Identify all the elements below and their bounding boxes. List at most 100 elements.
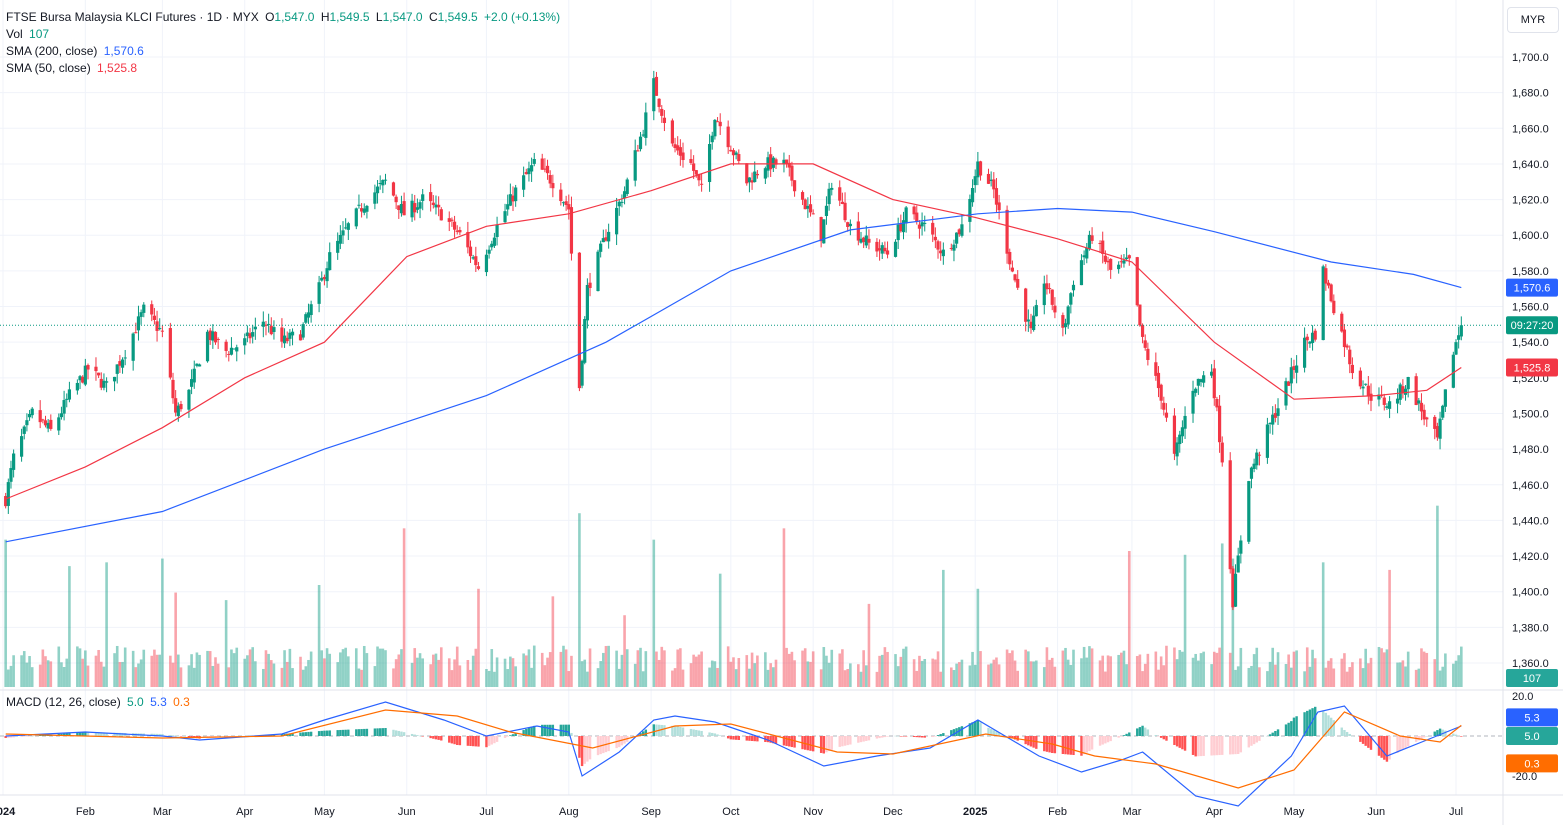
volume-bar <box>20 655 23 687</box>
macd-histogram-bar <box>753 736 756 742</box>
macd-tick-label: 20.0 <box>1512 691 1533 703</box>
macd-histogram-bar <box>4 736 7 738</box>
macd-histogram-bar <box>317 731 321 736</box>
candle-body <box>134 332 138 334</box>
candle-body <box>625 179 629 195</box>
candle-body <box>285 337 289 342</box>
candle-body <box>139 312 143 317</box>
price-tick-label: 1,680.0 <box>1512 88 1549 100</box>
volume-bar <box>1234 669 1237 687</box>
time-tick-label: Jun <box>1367 806 1385 818</box>
macd-histogram-bar <box>692 729 695 736</box>
volume-bar <box>1313 658 1317 687</box>
candle-body <box>530 165 534 172</box>
candle-body <box>1273 413 1277 418</box>
volume-bar <box>748 668 751 687</box>
macd-histogram-bar <box>923 736 926 738</box>
volume-bar <box>105 562 108 687</box>
volume-bar <box>49 661 53 687</box>
volume-bar <box>1236 666 1240 687</box>
macd-legend[interactable]: MACD (12, 26, close) 5.0 5.3 0.3 <box>6 695 193 709</box>
volume-bar <box>357 668 361 687</box>
volume-legend[interactable]: Vol 107 <box>6 27 52 41</box>
volume-bar <box>657 659 661 687</box>
macd-histogram-bar <box>570 732 573 736</box>
volume-bar <box>604 645 608 687</box>
volume-bar <box>875 671 879 687</box>
candle-body <box>1156 372 1161 389</box>
candle-body <box>824 205 829 217</box>
candle-body <box>960 224 964 236</box>
volume-bar <box>1202 651 1205 687</box>
volume-bar <box>477 588 480 687</box>
candle-body <box>636 150 640 152</box>
macd-histogram-bar <box>1136 728 1139 736</box>
candle-body <box>1210 371 1214 376</box>
macd-histogram-bar <box>857 736 860 743</box>
candle-body <box>569 207 574 254</box>
macd-histogram-bar <box>1199 736 1203 757</box>
macd-histogram-bar <box>1457 735 1460 737</box>
volume-bar <box>1436 505 1439 687</box>
volume-bar <box>936 651 940 687</box>
macd-histogram-bar <box>344 729 347 736</box>
candle-body <box>514 187 518 202</box>
volume-bar <box>1104 671 1107 687</box>
macd-histogram-bar <box>830 736 833 750</box>
macd-histogram-bar <box>689 728 693 736</box>
volume-bar <box>301 669 305 687</box>
high-label: H <box>320 10 330 24</box>
macd-histogram-bar <box>1197 736 1200 757</box>
candle-body <box>952 244 956 251</box>
candle-body <box>1398 384 1402 400</box>
volume-bar <box>493 671 496 687</box>
macd-histogram-bar <box>732 736 735 740</box>
candle-body <box>830 187 834 190</box>
macd-histogram-bar <box>1425 736 1428 737</box>
macd-histogram-bar <box>1406 736 1410 747</box>
volume-bar <box>317 585 321 687</box>
volume-bar <box>652 539 656 687</box>
macd-histogram-bar <box>788 736 791 747</box>
volume-bar <box>453 659 456 687</box>
candle-body <box>75 382 79 391</box>
macd-histogram-bar <box>323 730 326 736</box>
volume-bar <box>801 650 804 687</box>
macd-histogram-bar <box>1383 736 1386 760</box>
candle-body <box>104 381 109 383</box>
volume-bar <box>708 667 711 687</box>
volume-bar <box>514 666 517 687</box>
sma200-legend[interactable]: SMA (200, close) 1,570.6 <box>6 44 147 58</box>
volume-bar <box>161 558 164 687</box>
macd-histogram-bar <box>1213 736 1216 756</box>
candle-body <box>678 147 682 156</box>
macd-histogram-bar <box>1101 736 1104 745</box>
currency-selector[interactable]: MYR <box>1507 7 1559 33</box>
volume-bar <box>570 655 573 687</box>
macd-histogram-bar <box>84 731 87 736</box>
candle-body <box>1032 315 1036 331</box>
candle-body <box>1308 341 1312 344</box>
volume-bar <box>115 645 119 687</box>
volume-bar <box>360 669 363 687</box>
macd-histogram-bar <box>586 736 589 762</box>
macd-histogram-bar <box>1276 729 1280 736</box>
candle-body <box>1255 452 1259 466</box>
macd-histogram-bar <box>1340 727 1343 736</box>
volume-bar <box>787 653 791 687</box>
candle-body <box>1321 266 1325 341</box>
volume-bar <box>1122 650 1126 687</box>
macd-histogram-bar <box>1141 725 1144 736</box>
macd-histogram-bar <box>65 733 68 736</box>
volume-bar <box>1045 647 1049 687</box>
volume-bar <box>102 666 106 687</box>
sma50-legend[interactable]: SMA (50, close) 1,525.8 <box>6 61 140 75</box>
volume-bar <box>939 671 942 687</box>
candle-body <box>67 389 72 400</box>
candle-body <box>9 468 13 482</box>
macd-histogram-bar <box>448 736 451 743</box>
volume-bar <box>280 667 284 687</box>
macd-histogram-bar <box>883 736 887 738</box>
macd-histogram-bar <box>533 725 536 736</box>
